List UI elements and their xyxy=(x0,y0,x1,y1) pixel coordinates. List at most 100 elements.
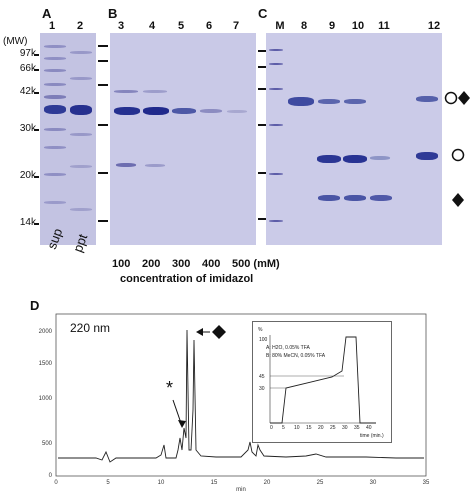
arrow-head-icon xyxy=(178,420,186,428)
lane-4-label: 4 xyxy=(148,20,156,32)
panel-a-label: A xyxy=(42,6,52,21)
x-tick-label: 25 xyxy=(317,480,324,486)
gel-band xyxy=(70,165,92,168)
gel-band xyxy=(370,195,392,201)
gel-band xyxy=(143,107,169,115)
gel-band xyxy=(344,195,366,201)
gradient-profile-line xyxy=(270,336,376,424)
mw-tick xyxy=(34,69,39,71)
gel-c-symbols xyxy=(444,91,470,207)
gel-band xyxy=(70,77,92,80)
lane-11-label: 11 xyxy=(378,20,390,32)
imidazol-300: 300 xyxy=(172,258,191,270)
lane-1-label: 1 xyxy=(48,20,56,32)
x-tick-label: 5 xyxy=(106,480,110,486)
gel-band xyxy=(114,90,138,93)
x-tick-label: 15 xyxy=(211,480,218,486)
lane-m-label: M xyxy=(275,20,285,32)
gel-band xyxy=(269,220,283,222)
gel-band xyxy=(269,88,283,90)
inset-x-tick: 25 xyxy=(330,425,336,431)
gel-band xyxy=(344,99,366,104)
mw-marker-30k: 30k xyxy=(19,123,36,134)
y-tick-label: 1000 xyxy=(39,396,53,402)
gel-panel-a xyxy=(40,33,96,245)
mw-tick xyxy=(258,218,266,220)
imidazol-100: 100 xyxy=(112,258,131,270)
mw-tick xyxy=(34,92,39,94)
mw-tick xyxy=(34,129,39,131)
y-tick-label: 2000 xyxy=(39,329,53,335)
mw-tick xyxy=(98,60,108,62)
mw-header: (MW) xyxy=(3,36,28,47)
chromatogram-trace xyxy=(58,329,424,463)
mw-tick xyxy=(98,84,108,86)
y-tick-label: 0 xyxy=(49,473,53,479)
mw-tick xyxy=(258,66,266,68)
inset-x-tick: 15 xyxy=(306,425,312,431)
panel-b-label: B xyxy=(108,6,118,21)
imidazol-200: 200 xyxy=(142,258,161,270)
open-circle-icon xyxy=(444,91,458,105)
gel-band xyxy=(143,90,167,93)
x-tick-label: 35 xyxy=(423,480,430,486)
inset-legend-a: A: H2O, 0.05% TFA xyxy=(266,345,310,351)
gel-band xyxy=(318,99,340,104)
mw-marker-97k: 97k xyxy=(19,48,36,59)
gel-band xyxy=(416,96,438,102)
gel-band xyxy=(343,155,367,163)
gel-band xyxy=(318,195,340,201)
lane-5-label: 5 xyxy=(177,20,185,32)
gel-band xyxy=(70,105,92,115)
gel-band xyxy=(70,133,92,136)
gel-band xyxy=(317,155,341,163)
inset-x-label: time (min.) xyxy=(360,433,384,439)
gel-band xyxy=(70,51,92,54)
lane-7-label: 7 xyxy=(232,20,240,32)
mw-marker-14k: 14k xyxy=(19,217,36,228)
gel-band xyxy=(44,69,66,72)
x-tick-label: 0 xyxy=(54,480,58,486)
x-tick-label: 20 xyxy=(264,480,271,486)
lane-10-label: 10 xyxy=(351,20,365,32)
inset-x-tick: 5 xyxy=(282,425,285,431)
gel-band xyxy=(269,63,283,65)
lane-6-label: 6 xyxy=(205,20,213,32)
chromatogram-chart: 0 500 1000 1500 2000 0 5 10 15 20 25 30 … xyxy=(39,313,430,492)
mw-tick xyxy=(98,220,108,222)
mw-tick xyxy=(98,124,108,126)
mw-tick xyxy=(34,54,39,56)
diamond-icon xyxy=(452,193,464,207)
chromatogram-frame xyxy=(55,313,427,477)
inset-y-tick: 30 xyxy=(259,386,265,392)
inset-legend-b: B: 80% MeCN, 0.05% TFA xyxy=(266,353,326,359)
lane-2-label: 2 xyxy=(76,20,84,32)
gel-band xyxy=(370,156,390,160)
gradient-inset: % 100 A: H2O, 0.05% TFA B: 80% MeCN, 0.0… xyxy=(252,321,392,443)
imidazol-caption: concentration of imidazol xyxy=(120,273,254,285)
inset-x-tick: 40 xyxy=(366,425,372,431)
gel-band xyxy=(44,45,66,48)
inset-frame xyxy=(252,321,392,443)
inset-y-tick: 45 xyxy=(259,374,265,380)
inset-x-tick: 35 xyxy=(354,425,360,431)
lane-12-label: 12 xyxy=(427,20,441,32)
x-tick-label: 30 xyxy=(370,480,377,486)
gel-band xyxy=(269,124,283,126)
gel-band xyxy=(44,83,66,86)
open-circle-icon xyxy=(451,148,465,162)
mw-tick xyxy=(258,172,266,174)
mw-marker-42k: 42k xyxy=(19,86,36,97)
mw-marker-20k: 20k xyxy=(19,170,36,181)
gel-panel-b xyxy=(110,33,256,245)
gel-band xyxy=(44,128,66,131)
lane-9-label: 9 xyxy=(328,20,336,32)
gel-band xyxy=(172,108,196,114)
gel-band xyxy=(116,163,136,167)
gel-band xyxy=(269,49,283,51)
imidazol-500: 500 (mM) xyxy=(232,258,280,270)
gel-band xyxy=(269,173,283,175)
gel-band xyxy=(44,57,66,60)
gel-band xyxy=(200,109,222,113)
mw-tick xyxy=(258,50,266,52)
